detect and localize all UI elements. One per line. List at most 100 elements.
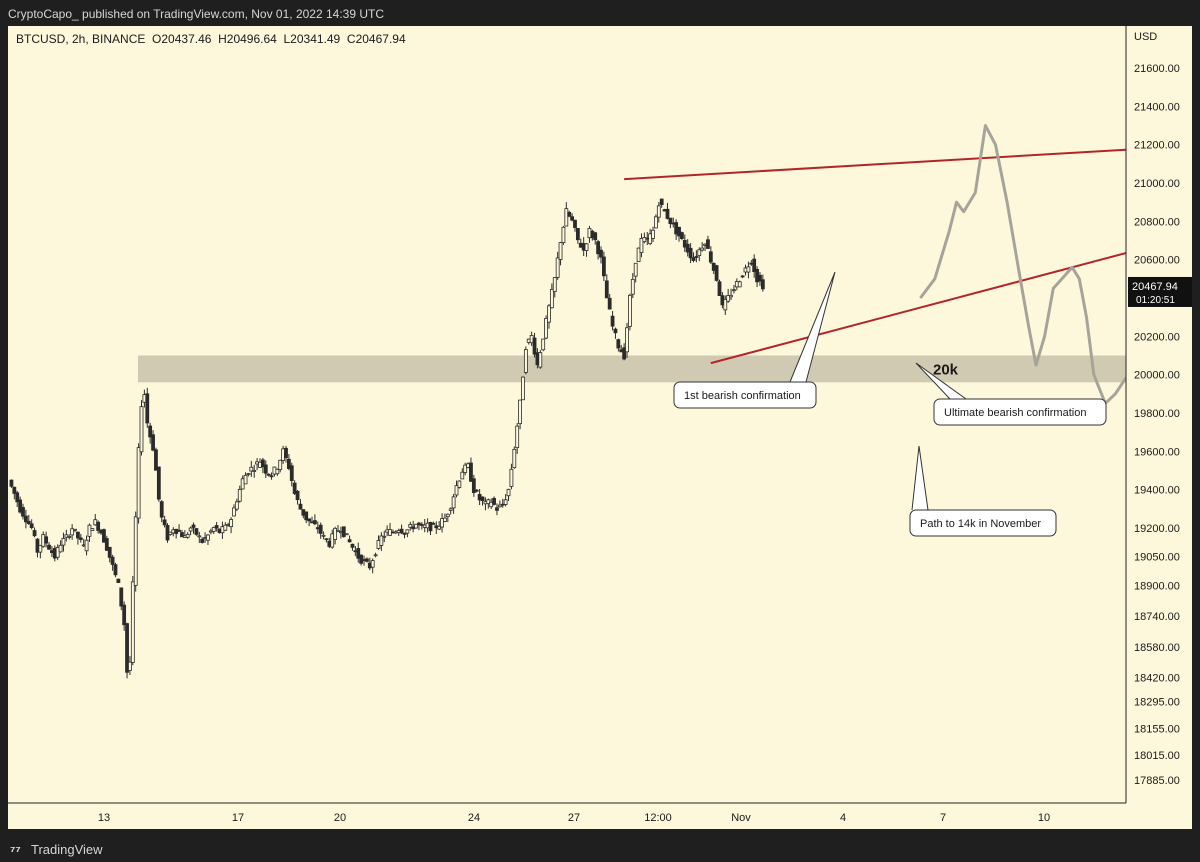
- candle: [298, 503, 303, 510]
- candle: [223, 524, 228, 531]
- candle: [732, 289, 736, 292]
- candle: [630, 278, 635, 295]
- candle: [269, 475, 274, 478]
- candle: [110, 556, 115, 565]
- callout-box[interactable]: [909, 509, 1057, 537]
- candle: [541, 338, 546, 351]
- candle: [90, 528, 95, 531]
- candle: [26, 520, 31, 525]
- time-tick-label: 10: [1038, 812, 1050, 824]
- candle: [399, 528, 404, 534]
- candle: [70, 528, 75, 536]
- price-tick-label: 19800.00: [1134, 408, 1180, 420]
- candle: [382, 535, 387, 538]
- price-tick-label: 21400.00: [1134, 101, 1180, 113]
- candle: [509, 468, 514, 487]
- candle: [260, 459, 265, 468]
- candle: [538, 352, 543, 368]
- candle: [512, 448, 517, 469]
- candle: [145, 393, 150, 424]
- candle: [197, 535, 202, 538]
- candle: [168, 531, 173, 535]
- candle: [29, 523, 34, 528]
- price-tick-label: 19400.00: [1134, 485, 1180, 497]
- close-value: C20467.94: [346, 32, 406, 46]
- price-tick-label: 20000.00: [1134, 370, 1180, 382]
- candle: [214, 525, 219, 529]
- support-zone[interactable]: [138, 355, 1126, 383]
- candle: [758, 274, 762, 282]
- candle: [148, 425, 153, 438]
- time-tick-label: 7: [940, 812, 946, 824]
- candle: [113, 564, 118, 576]
- candle: [593, 232, 598, 241]
- candle: [211, 527, 216, 532]
- high-value: H20496.64: [218, 32, 277, 46]
- candle: [677, 226, 681, 237]
- resistance-trendline[interactable]: [624, 148, 1130, 181]
- candle: [177, 529, 181, 532]
- candle: [651, 229, 655, 239]
- price-tick-label: 17885.00: [1134, 775, 1180, 787]
- candle: [604, 280, 609, 299]
- candle: [102, 529, 106, 543]
- price-tick-label: 18580.00: [1134, 642, 1180, 654]
- candle: [58, 544, 63, 553]
- chart-panel[interactable]: 20k 1st bearish confirmation Ultimate bear…: [8, 26, 1192, 829]
- candle: [616, 339, 621, 349]
- time-tick-label: 17: [232, 812, 244, 824]
- callout-box[interactable]: [933, 398, 1107, 426]
- candle: [555, 257, 560, 278]
- callout-text: 1st bearish confirmation: [684, 390, 801, 402]
- candle: [370, 560, 375, 568]
- candle: [252, 470, 257, 472]
- candle: [463, 464, 468, 473]
- price-tick-label: 20200.00: [1134, 331, 1180, 343]
- candle: [503, 499, 508, 505]
- candle: [440, 518, 444, 528]
- projection-path[interactable]: [919, 124, 1148, 557]
- candle: [243, 474, 248, 485]
- candle: [194, 528, 199, 535]
- candle: [249, 466, 254, 472]
- candle: [330, 533, 335, 548]
- symbol-label[interactable]: BTCUSD, 2h, BINANCE: [16, 32, 146, 46]
- candle: [73, 528, 77, 531]
- candle: [697, 249, 702, 257]
- candle: [694, 256, 699, 258]
- callout-box[interactable]: [673, 381, 817, 409]
- candle: [373, 554, 378, 557]
- time-tick-label: 12:00: [644, 812, 672, 824]
- support-trendline[interactable]: [710, 241, 1167, 365]
- price-axis[interactable]: [1126, 26, 1192, 829]
- candle: [607, 297, 612, 310]
- candle: [324, 538, 329, 541]
- tradingview-logo-icon[interactable]: ⁷⁷: [10, 843, 21, 858]
- time-tick-label: 4: [840, 812, 846, 824]
- candle: [625, 327, 629, 353]
- price-tick-label: 18015.00: [1134, 750, 1180, 762]
- candle: [347, 539, 352, 543]
- candle: [471, 478, 476, 493]
- callout-pointer: [915, 362, 967, 400]
- candle: [356, 548, 361, 559]
- price-tick-label: 20800.00: [1134, 216, 1180, 228]
- candle: [656, 205, 661, 218]
- candle: [492, 497, 496, 505]
- candle: [714, 265, 719, 281]
- candle: [61, 537, 66, 546]
- price-tick-label: 19050.00: [1134, 552, 1180, 564]
- ohlc-legend: BTCUSD, 2h, BINANCE O20437.46 H20496.64 …: [16, 32, 406, 46]
- candle: [428, 521, 433, 532]
- candle: [414, 523, 418, 529]
- price-chart[interactable]: 20k 1st bearish confirmation Ultimate bear…: [8, 26, 1192, 829]
- price-tick-label: 18900.00: [1134, 580, 1180, 592]
- candle: [263, 464, 268, 474]
- footer-brand[interactable]: TradingView: [31, 842, 103, 857]
- candle: [234, 501, 239, 510]
- candle: [445, 513, 450, 518]
- candle: [350, 543, 355, 548]
- candle: [691, 257, 696, 261]
- candle: [561, 226, 566, 244]
- candle: [84, 539, 89, 552]
